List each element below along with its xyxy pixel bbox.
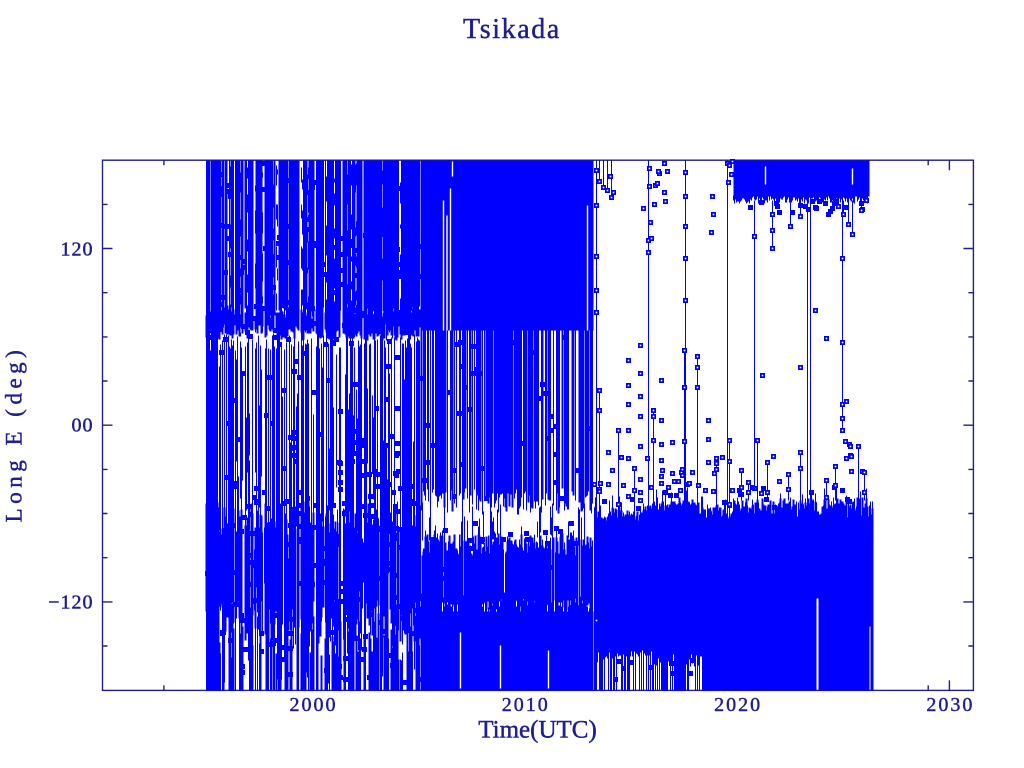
svg-text:Tsikada: Tsikada	[463, 14, 561, 45]
svg-text:2000: 2000	[290, 694, 338, 716]
svg-text:00: 00	[72, 415, 94, 437]
svg-text:−120: −120	[48, 592, 93, 614]
svg-text:Long E (deg): Long E (deg)	[2, 346, 27, 523]
svg-text:2020: 2020	[714, 694, 762, 716]
svg-text:2030: 2030	[926, 694, 974, 716]
svg-text:2010: 2010	[502, 694, 550, 716]
svg-text:120: 120	[61, 239, 94, 261]
svg-text:Time(UTC): Time(UTC)	[478, 717, 597, 744]
